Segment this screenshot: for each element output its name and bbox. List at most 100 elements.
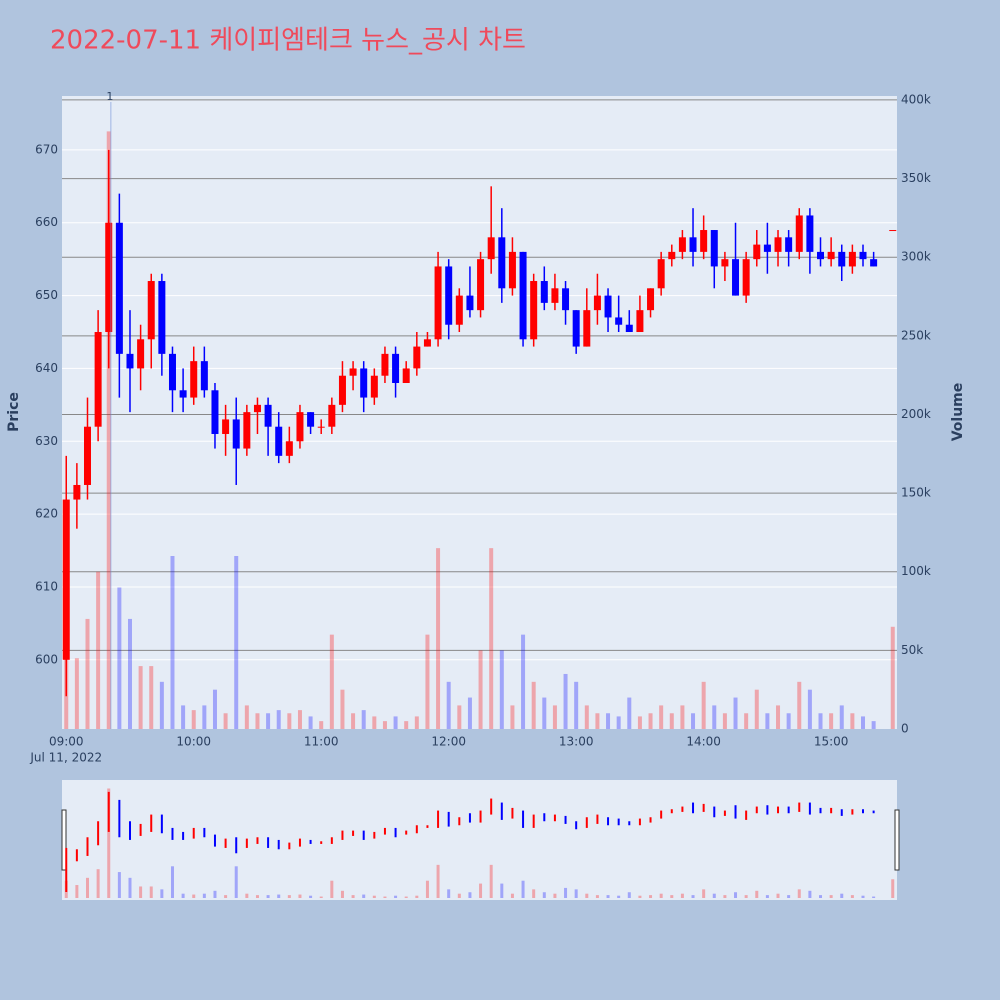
volume-bar-mini xyxy=(202,893,206,898)
x-tick-label: 13:00 xyxy=(559,735,594,749)
candle-body xyxy=(817,251,825,260)
volume-bar xyxy=(138,666,143,729)
candle-body xyxy=(94,332,102,427)
candle-body xyxy=(105,222,113,333)
candle-body xyxy=(859,251,867,260)
volume-bar xyxy=(297,710,302,729)
candle-body xyxy=(838,251,846,267)
y2-tick-label: 400k xyxy=(901,93,931,107)
candle-body xyxy=(583,310,591,347)
volume-bar-mini xyxy=(287,895,291,898)
volume-bar xyxy=(96,571,101,729)
volume-bar-mini xyxy=(891,879,895,898)
volume-bar-mini xyxy=(107,788,111,898)
volume-bar xyxy=(446,681,451,729)
candle-body xyxy=(562,288,570,311)
candle-body xyxy=(445,266,453,325)
volume-bar-mini xyxy=(415,895,419,898)
volume-bar xyxy=(117,587,122,729)
volume-bar-mini xyxy=(245,893,249,898)
volume-bar xyxy=(627,697,632,729)
volume-bar xyxy=(85,618,90,729)
volume-bar xyxy=(244,705,249,729)
volume-bar xyxy=(404,721,409,729)
y-tick-label: 660 xyxy=(35,215,58,229)
volume-bar-mini xyxy=(181,893,185,898)
volume-bar-mini xyxy=(298,894,302,898)
volume-bar-mini xyxy=(500,883,504,898)
volume-bar xyxy=(786,713,791,729)
volume-bar-mini xyxy=(702,889,706,898)
candle-body xyxy=(678,237,686,252)
y-tick-label: 630 xyxy=(35,434,58,448)
x-tick-label: 09:00 xyxy=(49,735,84,749)
volume-bar-mini xyxy=(277,894,281,898)
volume-bar-mini xyxy=(829,895,833,898)
x-tick-label: 10:00 xyxy=(176,735,211,749)
volume-bar xyxy=(595,713,600,729)
volume-bar xyxy=(890,626,895,729)
volume-bar xyxy=(159,681,164,729)
range-slider[interactable] xyxy=(62,780,897,900)
volume-bar-mini xyxy=(436,864,440,898)
candle-body xyxy=(551,288,559,303)
volume-bar xyxy=(871,721,876,729)
volume-bar-mini xyxy=(670,895,674,898)
candle-body xyxy=(147,281,155,340)
candle-body xyxy=(392,353,400,383)
volume-bar xyxy=(467,697,472,729)
slider-handle[interactable] xyxy=(894,809,900,871)
y-tick-label: 640 xyxy=(35,361,58,375)
volume-bar xyxy=(765,713,770,729)
volume-bar xyxy=(659,705,664,729)
volume-bar xyxy=(489,548,494,729)
volume-bar xyxy=(436,548,441,729)
candle-body xyxy=(466,295,474,311)
volume-bar xyxy=(499,650,504,729)
volume-bar xyxy=(552,705,557,729)
volume-bar-mini xyxy=(850,895,854,898)
volume-bar-mini xyxy=(479,883,483,898)
volume-bar-mini xyxy=(85,877,89,898)
volume-bar xyxy=(839,705,844,729)
candle-body xyxy=(689,237,697,252)
volume-bar xyxy=(691,713,696,729)
volume-bar-mini xyxy=(213,890,217,898)
volume-bar xyxy=(287,713,292,729)
volume-bar-mini xyxy=(510,893,514,898)
volume-bar xyxy=(584,705,589,729)
volume-bar-mini xyxy=(255,895,259,898)
slider-handle[interactable] xyxy=(61,809,67,871)
volume-bar xyxy=(223,713,228,729)
volume-bar xyxy=(510,705,515,729)
candle-body xyxy=(317,426,325,428)
volume-bar-mini xyxy=(606,895,610,898)
volume-bar xyxy=(521,634,526,729)
volume-bar xyxy=(829,713,834,729)
volume-bar xyxy=(797,681,802,729)
volume-bar xyxy=(276,710,281,729)
y2-tick-label: 350k xyxy=(901,171,931,185)
volume-bar-mini xyxy=(372,895,376,898)
volume-bar xyxy=(340,689,345,729)
candle-body xyxy=(530,281,538,340)
candle-body xyxy=(423,339,431,347)
candle-body xyxy=(126,353,134,369)
y2-tick-label: 300k xyxy=(901,250,931,264)
candle-body xyxy=(721,259,729,267)
volume-bar xyxy=(170,556,175,729)
candle-body xyxy=(413,346,421,369)
y2-tick-label: 100k xyxy=(901,564,931,578)
candle-body xyxy=(540,281,548,303)
candle-body xyxy=(615,317,623,325)
volume-bar-mini xyxy=(861,895,865,898)
candle-body xyxy=(604,295,612,318)
candle-body xyxy=(508,251,516,289)
volume-bar xyxy=(457,705,462,729)
x-tick-label: 12:00 xyxy=(431,735,466,749)
volume-bar-mini xyxy=(224,895,228,898)
candle-body xyxy=(774,237,782,252)
candle-body xyxy=(700,230,708,252)
volume-bar-mini xyxy=(457,893,461,898)
